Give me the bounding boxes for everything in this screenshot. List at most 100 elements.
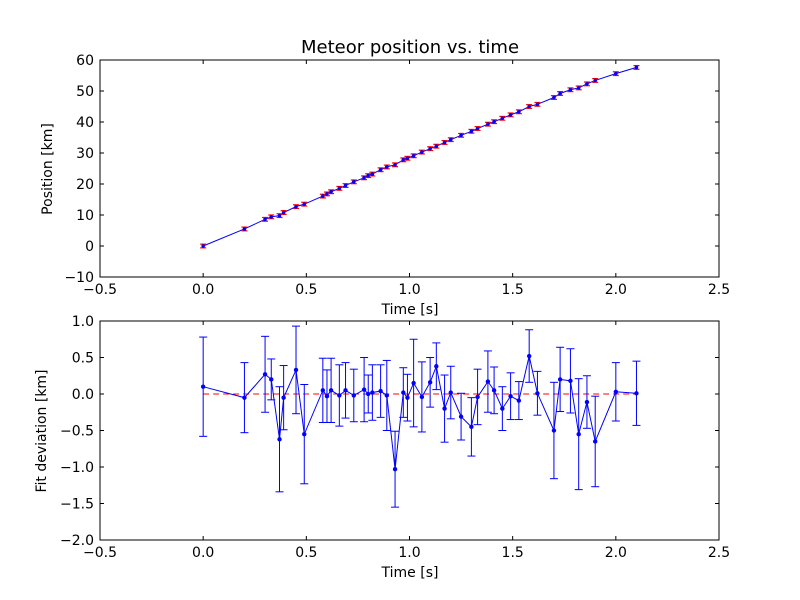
data-point	[200, 384, 206, 389]
data-point	[634, 65, 639, 70]
y-tick-label: 0.0	[72, 387, 94, 403]
data-point	[613, 389, 619, 395]
y-tick-label: 0.5	[72, 351, 94, 367]
data-point	[557, 377, 563, 382]
data-point	[535, 102, 540, 107]
y-tick-label: 60	[76, 53, 94, 69]
data-point	[242, 227, 247, 231]
data-point	[401, 390, 406, 395]
data-point	[262, 372, 268, 377]
data-point	[324, 393, 330, 399]
x-tick-label: 0.0	[192, 282, 214, 298]
y-axis-label: Fit deviation [km]	[34, 369, 50, 492]
data-point	[392, 466, 398, 472]
data-point	[302, 431, 307, 437]
data-point	[361, 387, 367, 392]
y-tick-label: −1.5	[60, 497, 94, 513]
data-point	[508, 113, 513, 117]
data-point	[486, 122, 490, 126]
x-axis-label: Time [s]	[381, 302, 439, 318]
data-point	[384, 393, 390, 398]
data-point	[527, 104, 531, 109]
data-point	[475, 394, 480, 400]
data-point	[351, 180, 356, 184]
y-tick-label: 1.0	[72, 314, 94, 330]
data-point	[428, 146, 432, 151]
data-point	[378, 167, 383, 172]
y-tick-label: 0	[85, 239, 94, 255]
data-point	[294, 204, 298, 209]
data-point	[419, 394, 425, 400]
data-point	[325, 192, 329, 196]
y-tick-label: −10	[64, 270, 94, 286]
y-tick-label: −2.0	[60, 533, 94, 549]
data-point	[293, 367, 299, 373]
data-point	[442, 406, 447, 411]
x-tick-label: 1.5	[502, 282, 524, 298]
data-point	[593, 78, 597, 83]
data-point	[411, 153, 416, 158]
data-point	[385, 165, 389, 169]
data-point	[269, 215, 274, 219]
data-point	[370, 172, 375, 176]
data-point	[411, 380, 416, 386]
x-axis-label: Time [s]	[381, 565, 439, 581]
chart-title: Meteor position vs. time	[301, 37, 519, 58]
data-point	[201, 244, 205, 248]
y-tick-label: 20	[76, 177, 94, 193]
data-point	[517, 109, 521, 114]
x-tick-label: 1.0	[398, 545, 420, 561]
data-point	[362, 176, 366, 180]
data-point	[329, 189, 333, 194]
x-tick-label: 0.0	[192, 545, 214, 561]
data-point	[500, 116, 505, 121]
deviation-line	[203, 355, 637, 470]
data-point	[337, 393, 342, 398]
data-point	[302, 202, 307, 206]
position-chart: Meteor position vs. time −0.5 0.0 0.5 1.0 1.…	[40, 37, 730, 318]
data-point	[469, 424, 474, 430]
data-point	[459, 133, 463, 138]
y-tick-label: 10	[76, 208, 94, 224]
y-tick-label: −1.0	[60, 460, 94, 476]
data-point	[343, 183, 348, 188]
position-plot-area	[200, 64, 640, 249]
y-tick-label: 30	[76, 146, 94, 162]
data-point	[593, 439, 598, 444]
data-point	[420, 150, 424, 154]
data-point	[434, 144, 439, 148]
fit-line	[202, 66, 637, 247]
data-point	[269, 377, 274, 382]
data-point	[535, 391, 540, 396]
data-point	[343, 388, 348, 393]
data-point	[242, 395, 247, 400]
data-point	[492, 119, 496, 124]
data-point	[320, 388, 326, 393]
data-point	[442, 140, 447, 145]
x-tick-label: −0.5	[83, 282, 117, 298]
data-point	[263, 217, 267, 222]
data-point	[614, 71, 618, 76]
position-axes: −0.5 0.0 0.5 1.0 1.5 2.0 2.5 −10 0 10 20 30 40 50 60	[64, 53, 730, 298]
data-point	[584, 399, 590, 405]
x-tick-label: 0.5	[295, 545, 317, 561]
data-point	[458, 414, 464, 419]
data-point	[328, 388, 334, 393]
data-point	[277, 213, 282, 218]
data-point	[337, 186, 342, 191]
deviation-chart: −0.5 0.0 0.5 1.0 1.5 2.0 2.5 −2.0 −1.5 −1.0 −0.5 0.…	[34, 314, 730, 581]
data-point	[585, 82, 589, 86]
data-point	[393, 162, 397, 167]
y-tick-label: 40	[76, 115, 94, 131]
data-point	[516, 398, 522, 403]
y-tick-label: −0.5	[60, 424, 94, 440]
x-tick-label: 2.0	[605, 282, 627, 298]
data-point	[405, 395, 410, 400]
data-point	[366, 391, 371, 397]
data-point	[366, 173, 371, 178]
x-tick-label: −0.5	[83, 545, 117, 561]
data-point	[281, 210, 286, 215]
data-point	[378, 388, 383, 394]
data-point	[405, 156, 410, 161]
